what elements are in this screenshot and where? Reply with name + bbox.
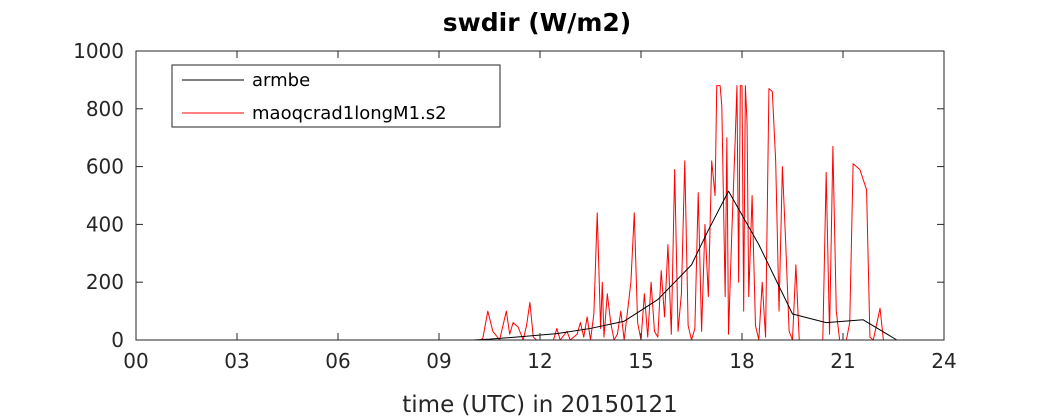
series-line-armbe [136,190,944,341]
x-tick-label: 00 [123,349,148,373]
x-axis-ticks: 00 03 06 09 12 15 18 21 24 [123,51,957,373]
y-tick-label: 600 [86,155,124,179]
x-tick-label: 24 [931,349,956,373]
legend-entry-maoqcrad: maoqcrad1longM1.s2 [252,103,447,124]
y-tick-label: 0 [111,328,124,352]
series-layer [136,85,944,341]
y-tick-label: 200 [86,270,124,294]
y-tick-label: 400 [86,212,124,236]
series-line-maoqcrad [136,85,944,341]
x-tick-label: 03 [224,349,249,373]
x-tick-label: 18 [729,349,754,373]
x-tick-label: 06 [325,349,350,373]
x-tick-label: 12 [527,349,552,373]
legend-entry-armbe: armbe [252,70,310,91]
x-tick-label: 15 [628,349,653,373]
y-tick-label: 800 [86,97,124,121]
x-tick-label: 09 [426,349,451,373]
y-axis-ticks: 0 200 400 600 800 1000 [73,39,944,352]
x-axis-label: time (UTC) in 20150121 [402,392,677,417]
legend: armbe maoqcrad1longM1.s2 [171,64,501,128]
chart-title: swdir (W/m2) [443,8,631,37]
y-tick-label: 1000 [73,39,124,63]
legend-box [171,64,501,128]
x-tick-label: 21 [830,349,855,373]
